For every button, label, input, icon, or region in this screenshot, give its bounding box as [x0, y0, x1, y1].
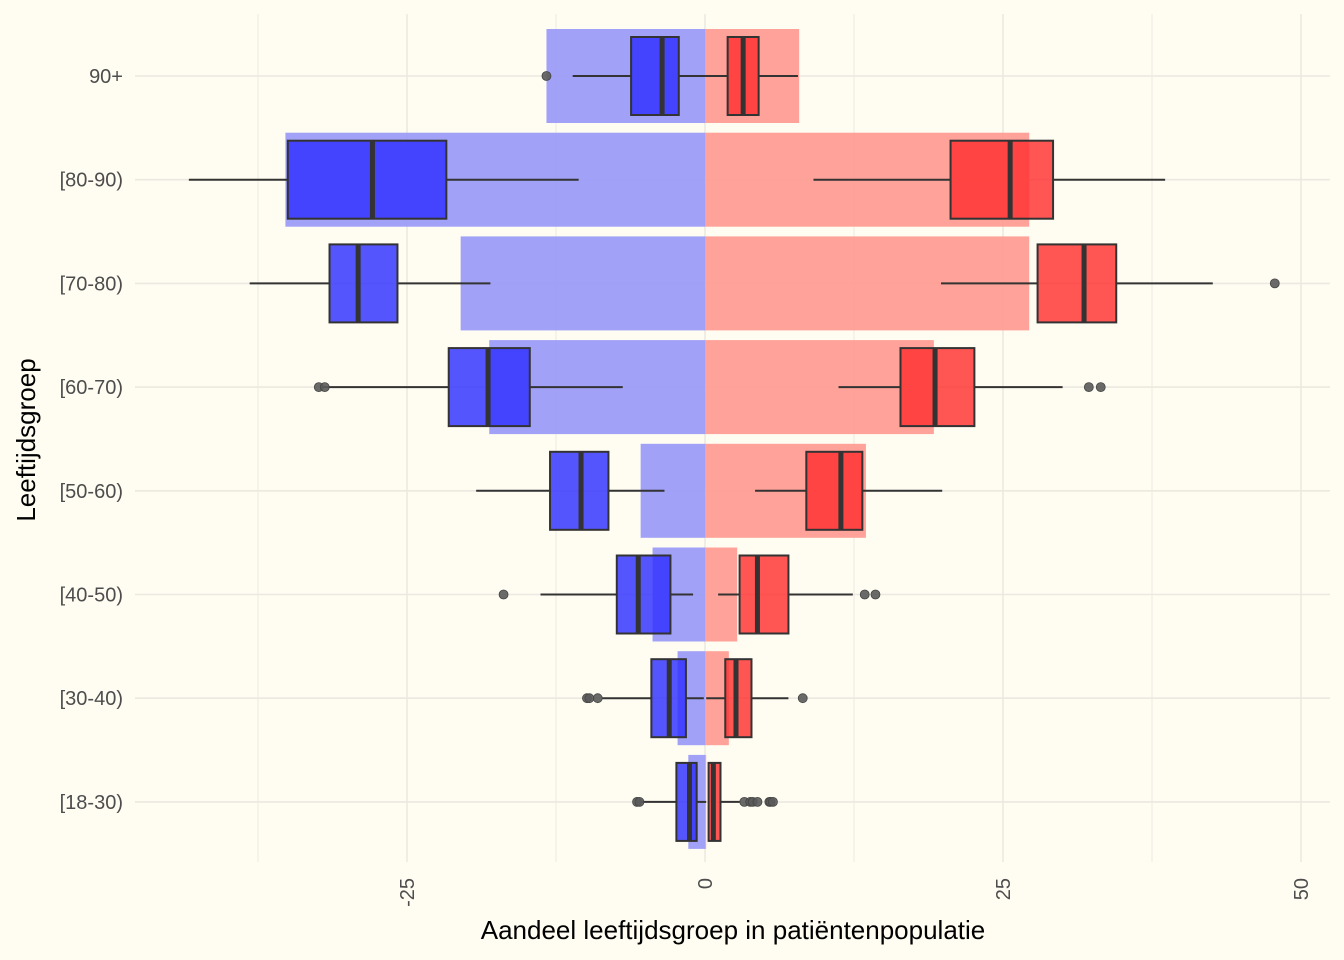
boxplot-right-5 [718, 554, 881, 635]
outlier-point [859, 589, 870, 600]
boxplot-right-3 [838, 347, 1106, 428]
boxplot-left-7 [632, 761, 707, 842]
outlier-point [1095, 382, 1106, 393]
boxplot-left-5 [498, 554, 694, 635]
y-tick-label: [80-90) [60, 170, 123, 192]
outlier-point [797, 693, 808, 704]
outlier-point [870, 589, 881, 600]
x-tick-label: -25 [397, 878, 419, 907]
box-iqr [805, 450, 864, 531]
box-iqr [615, 554, 672, 635]
x-tick-label: 50 [1291, 878, 1313, 900]
bar-left-2 [460, 236, 705, 331]
box-iqr [675, 761, 698, 842]
boxplot-right-7 [707, 761, 778, 842]
y-tick-label: 90+ [89, 66, 123, 88]
boxplot-left-3 [313, 347, 623, 428]
y-tick-label: [40-50) [60, 585, 123, 607]
y-tick-label: [60-70) [60, 377, 123, 399]
x-axis-title: Aandeel leeftijdsgroep in patiëntenpopul… [481, 915, 986, 945]
box-iqr [630, 36, 680, 116]
boxplot-right-1 [813, 139, 1166, 220]
x-tick-label: 0 [695, 878, 717, 889]
boxplot-right-6 [706, 658, 808, 739]
box-iqr [286, 139, 448, 220]
boxplot-left-1 [188, 139, 579, 220]
outlier-point [584, 693, 595, 704]
y-tick-label: [70-80) [60, 273, 123, 295]
box-iqr [328, 243, 399, 324]
boxplot-right-4 [755, 450, 943, 531]
boxplot-left-0 [541, 36, 705, 116]
x-axis-tick-labels: -25 0 25 50 [397, 878, 1313, 907]
outlier-point [1083, 382, 1094, 393]
outlier-point [498, 589, 509, 600]
outlier-point [634, 797, 645, 807]
outlier-point [768, 797, 778, 807]
outlier-point [541, 71, 552, 81]
boxplot-left-6 [582, 658, 704, 739]
outlier-point [319, 382, 330, 393]
outlier-point [1269, 278, 1280, 289]
boxplot-right-2 [941, 243, 1280, 324]
boxplot-left-4 [476, 450, 665, 531]
outlier-point [752, 797, 763, 807]
box-iqr [949, 139, 1055, 220]
outlier-point [592, 693, 603, 704]
y-axis-tick-labels: 90+ [80-90) [70-80) [60-70) [50-60) [40-50) [3… [60, 66, 123, 814]
box-iqr [738, 554, 790, 635]
y-tick-label: [30-40) [60, 688, 123, 710]
y-axis-title: Leeftijdsgroep [11, 358, 41, 521]
boxplot-right-0 [705, 36, 798, 116]
boxplot-left-2 [249, 243, 491, 324]
box-iqr [1036, 243, 1118, 324]
y-tick-label: [18-30) [60, 792, 123, 814]
x-tick-label: 25 [993, 878, 1015, 900]
boxplots-layer [188, 36, 1280, 842]
y-tick-label: [50-60) [60, 481, 123, 503]
